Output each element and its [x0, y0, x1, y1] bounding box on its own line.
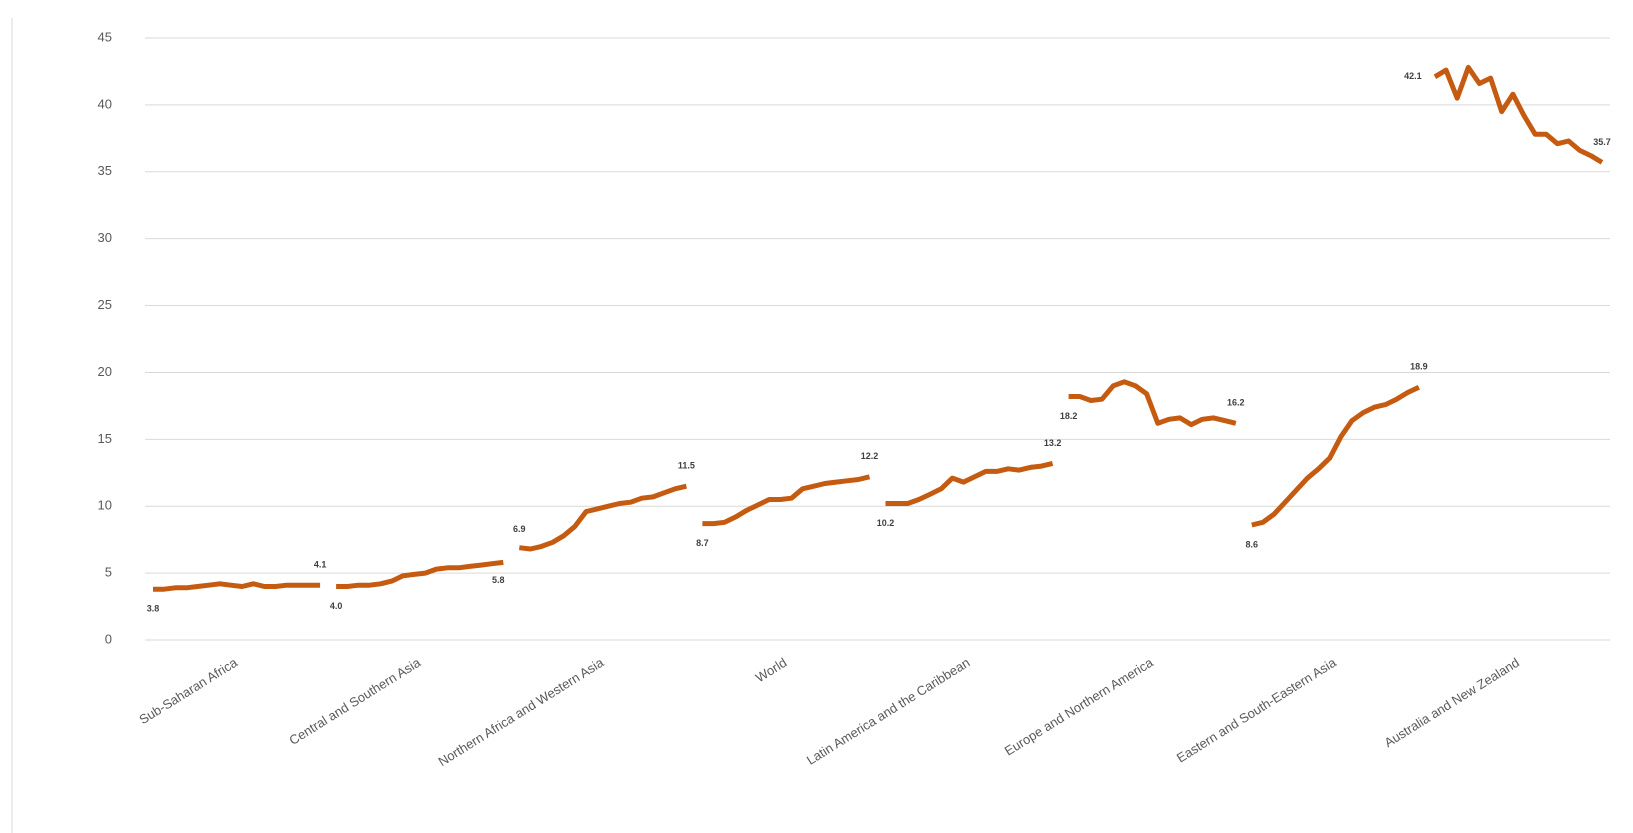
- data-label: 35.7: [1593, 137, 1611, 147]
- y-tick-label: 20: [98, 364, 112, 379]
- data-label: 3.8: [147, 604, 160, 614]
- series-line: [1068, 379, 1237, 428]
- data-label: 12.2: [861, 451, 879, 461]
- series-line: [1251, 384, 1420, 528]
- series-line: [885, 460, 1054, 506]
- data-label: 4.0: [330, 601, 343, 611]
- y-tick-label: 25: [98, 297, 112, 312]
- y-tick-label: 15: [98, 431, 112, 446]
- data-label: 18.9: [1410, 362, 1428, 372]
- data-label: 8.7: [696, 538, 709, 548]
- data-label: 5.8: [492, 575, 505, 585]
- x-tick-label: Sub-Saharan Africa: [136, 654, 240, 727]
- data-label: 42.1: [1404, 71, 1422, 81]
- data-label: 6.9: [513, 524, 526, 534]
- x-tick-label: Eastern and South-Eastern Asia: [1174, 654, 1339, 765]
- x-tick-label: Australia and New Zealand: [1382, 655, 1522, 750]
- series-line: [519, 483, 687, 552]
- y-tick-label: 10: [98, 498, 112, 513]
- data-label: 10.2: [877, 518, 895, 528]
- series-line: [336, 559, 504, 589]
- data-label: 8.6: [1245, 539, 1258, 549]
- series-line: [702, 474, 871, 527]
- series-line: [153, 581, 321, 592]
- y-tick-label: 45: [98, 29, 112, 44]
- series-line: [1433, 64, 1604, 165]
- x-tick-label: Central and Southern Asia: [286, 654, 423, 748]
- data-label: 4.1: [314, 560, 327, 570]
- y-tick-label: 5: [105, 565, 112, 580]
- y-tick-label: 40: [98, 96, 112, 111]
- x-tick-label: Europe and Northern America: [1002, 654, 1156, 758]
- y-tick-label: 0: [105, 631, 112, 646]
- data-label: 13.2: [1044, 438, 1062, 448]
- data-label: 11.5: [678, 461, 695, 471]
- data-label: 18.2: [1060, 411, 1078, 421]
- y-tick-label: 35: [98, 163, 112, 178]
- data-label: 16.2: [1227, 398, 1245, 408]
- x-tick-label: Northern Africa and Western Asia: [435, 654, 606, 769]
- x-tick-label: World: [753, 655, 790, 686]
- y-tick-label: 30: [98, 230, 112, 245]
- x-tick-label: Latin America and the Caribbean: [804, 655, 973, 768]
